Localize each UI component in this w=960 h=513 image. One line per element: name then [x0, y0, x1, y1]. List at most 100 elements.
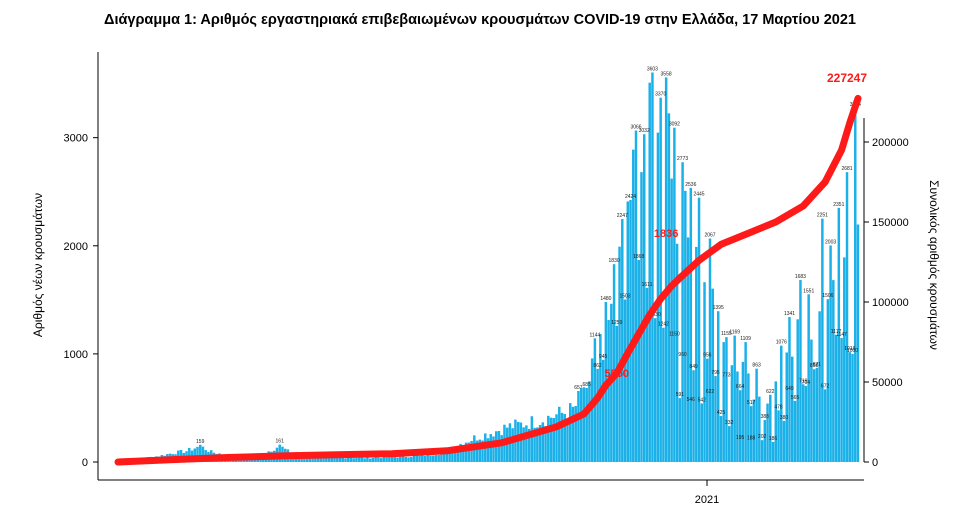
daily-bar [848, 352, 852, 462]
daily-bar [626, 201, 630, 462]
bar-value-label: 2424 [625, 194, 636, 200]
daily-bar [374, 457, 377, 462]
daily-bar [793, 400, 797, 462]
daily-bar [681, 162, 684, 462]
y-left-tick-label: 2000 [64, 241, 88, 253]
daily-bar [193, 448, 196, 462]
daily-bar [453, 448, 457, 462]
daily-bar [818, 311, 821, 462]
daily-bar [368, 458, 372, 462]
bar-value-label: 1830 [609, 258, 620, 264]
daily-bar [771, 441, 775, 462]
bar-value-label: 672 [821, 383, 830, 389]
bar-value-label: 657 [574, 385, 583, 391]
daily-bar [396, 457, 399, 462]
daily-bar [725, 337, 728, 462]
daily-bar [752, 399, 756, 462]
daily-bar [662, 327, 665, 462]
daily-bar [664, 77, 668, 462]
daily-bar [840, 338, 843, 462]
daily-bar [722, 342, 725, 462]
daily-bar [327, 456, 331, 462]
daily-bar [349, 457, 353, 462]
daily-bar [360, 457, 364, 462]
line-value-annotation: 5550 [605, 368, 629, 380]
cumulative-line-group [114, 94, 862, 466]
chart-title: Διάγραμμα 1: Αριθμός εργαστηριακά επιβεβ… [104, 12, 856, 28]
daily-bar [336, 457, 339, 462]
daily-bar [642, 134, 646, 462]
daily-bar [536, 427, 539, 462]
daily-bar [547, 415, 550, 462]
y-right-tick-label: 50000 [872, 377, 903, 389]
daily-bar [412, 455, 416, 462]
daily-bar [410, 457, 413, 462]
daily-bar [423, 455, 427, 462]
daily-bar [355, 458, 358, 462]
daily-bar [407, 457, 410, 462]
daily-bar [459, 443, 462, 462]
daily-bar [782, 420, 786, 462]
daily-bar [623, 299, 627, 462]
daily-bar [596, 368, 599, 462]
daily-bar [314, 455, 317, 462]
bar-value-label: 773 [722, 372, 731, 378]
daily-bar [555, 414, 558, 462]
bar-value-label: 1259 [611, 320, 622, 326]
daily-bar [544, 426, 547, 462]
bar-value-label: 478 [774, 404, 783, 410]
daily-bar [516, 421, 520, 462]
y-left-tick-label: 1000 [64, 349, 88, 361]
y-right-tick-label: 200000 [872, 137, 909, 149]
daily-bar [437, 454, 440, 462]
daily-bar [319, 457, 323, 462]
daily-bar [823, 389, 827, 462]
daily-bar [188, 447, 191, 462]
daily-bar [316, 457, 320, 462]
daily-bar [196, 446, 199, 462]
bar-value-label: 622 [766, 389, 775, 395]
daily-bar [445, 448, 449, 462]
bar-value-label: 945 [599, 354, 608, 360]
bar-value-label: 591 [676, 392, 685, 398]
daily-bar [708, 238, 712, 462]
daily-bar [711, 288, 714, 462]
daily-bar [612, 264, 616, 462]
daily-bar [475, 440, 479, 462]
daily-bar [338, 457, 342, 462]
daily-bar [325, 456, 328, 462]
bar-value-label: 380 [780, 415, 789, 421]
daily-bar [706, 358, 709, 462]
line-value-annotation: 1836 [654, 228, 678, 240]
y-left-tick-label: 3000 [64, 133, 88, 145]
bar-value-label: 1147 [836, 332, 847, 338]
daily-bar [541, 422, 545, 462]
bar-value-label: 960 [678, 352, 687, 358]
annotations-group: 5550 1836 227247 [605, 71, 868, 380]
bar-value-label: 195 [736, 435, 745, 441]
daily-bar [621, 219, 624, 462]
y-right-tick-label: 150000 [872, 217, 909, 229]
daily-bar [851, 353, 854, 462]
daily-bar [629, 199, 632, 462]
daily-bar [385, 457, 388, 462]
daily-bar [382, 456, 386, 462]
bar-value-label: 956 [703, 353, 712, 359]
daily-bar [371, 457, 375, 462]
bar-value-label: 2003 [825, 240, 836, 246]
daily-bar [744, 342, 747, 462]
daily-bar [558, 406, 561, 462]
daily-bar [579, 388, 583, 462]
bar-value-label: 862 [593, 363, 602, 369]
bar-value-label: 685 [583, 382, 592, 388]
daily-bar [810, 339, 813, 462]
bar-value-label: 332 [725, 420, 734, 426]
daily-bar [549, 417, 553, 462]
daily-bar [582, 387, 586, 462]
bar-value-label: 1551 [803, 288, 814, 294]
bar-value-label: 161 [276, 439, 285, 445]
daily-bar [462, 445, 465, 462]
bar-value-label: 2247 [617, 213, 628, 219]
daily-bar [574, 406, 577, 462]
daily-bar [637, 260, 640, 462]
